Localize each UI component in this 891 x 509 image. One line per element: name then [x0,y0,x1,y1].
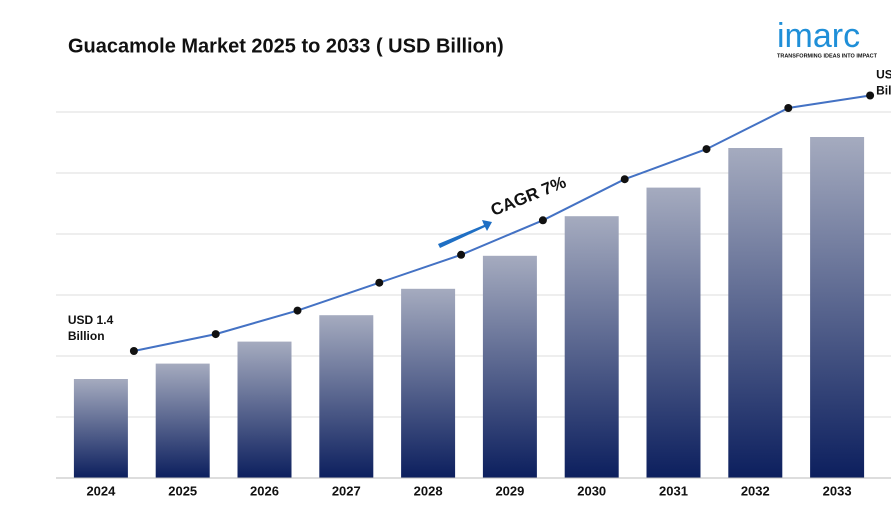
x-tick-label: 2029 [495,483,524,498]
bar [810,137,865,478]
trend-point [375,278,384,287]
data-label: USD 1.4 Billion [68,313,114,343]
trend-point [620,175,629,184]
trend-point [457,250,466,259]
bar [73,379,128,478]
data-label: USD 2.5Billion [876,68,891,98]
logo: imarc [777,17,860,55]
x-tick-label: 2033 [823,483,852,498]
trend-point [129,347,138,355]
cagr-arrow [438,220,492,248]
x-tick-label: 2027 [332,483,361,498]
bar [728,148,783,478]
bar [564,216,619,478]
trend-point [702,145,711,154]
x-tick-label: 2030 [577,483,606,498]
bar [319,315,374,478]
trend-point [293,306,302,315]
trend-line [133,94,871,352]
bar [482,255,537,478]
logo-tagline: TRANSFORMING IDEAS INTO IMPACT [777,53,878,59]
trend-point [866,91,875,100]
trend-point [211,330,220,339]
trend-point [784,104,793,112]
bar [237,341,292,478]
x-tick-label: 2032 [741,483,770,498]
chart-title: Guacamole Market 2025 to 2033 ( USD Bill… [68,35,504,57]
x-tick-label: 2024 [86,483,116,498]
bar [401,288,456,478]
bar [155,363,210,478]
bar [646,187,701,478]
x-tick-label: 2025 [168,483,197,498]
x-tick-label: 2026 [250,483,279,498]
x-tick-label: 2028 [414,483,443,498]
x-tick-label: 2031 [659,483,688,498]
trend-point [538,216,547,225]
